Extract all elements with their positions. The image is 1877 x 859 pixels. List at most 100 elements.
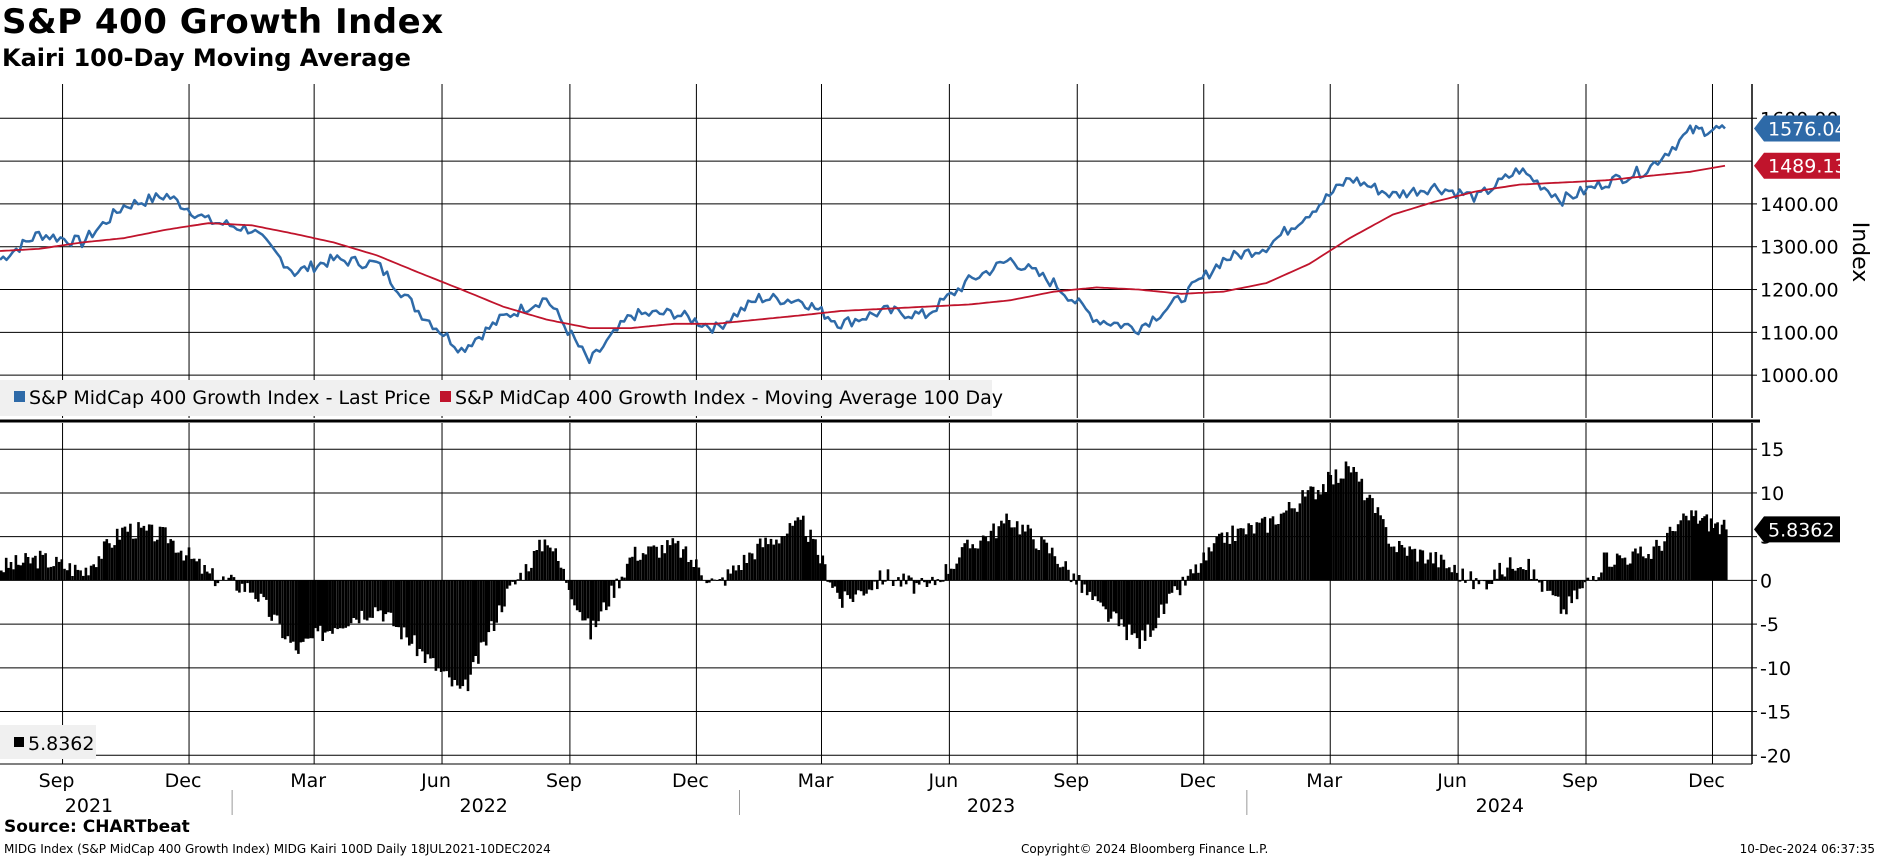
kairi-bar bbox=[1696, 523, 1700, 581]
kairi-bar bbox=[950, 568, 953, 581]
kairi-bar bbox=[26, 557, 30, 581]
kairi-bar bbox=[1674, 531, 1677, 581]
kairi-bar bbox=[477, 580, 480, 664]
kairi-bar bbox=[1133, 580, 1136, 634]
kairi-bar bbox=[63, 568, 66, 581]
kairi-bar bbox=[785, 533, 789, 581]
kairi-last-tag-box bbox=[1754, 516, 1840, 543]
kairi-bar bbox=[682, 549, 685, 581]
legend-swatch-moving-average bbox=[440, 391, 451, 402]
legend-swatch-last-price bbox=[14, 391, 25, 402]
kairi-bar bbox=[97, 556, 101, 581]
kairi-bar bbox=[47, 567, 50, 581]
kairi-bar bbox=[1692, 516, 1695, 581]
kairi-bar bbox=[1618, 555, 1622, 581]
kairi-bar bbox=[1309, 486, 1312, 581]
kairi-bar bbox=[589, 580, 592, 640]
kairi-bar bbox=[997, 526, 1001, 581]
kairi-bar bbox=[527, 571, 530, 581]
kairi-bar bbox=[676, 540, 680, 581]
kairi-bar bbox=[161, 527, 164, 581]
moving-average-tag-label: 1489.13 bbox=[1768, 156, 1847, 178]
kairi-bar bbox=[1091, 580, 1094, 600]
footer-timestamp: 10-Dec-2024 06:37:35 bbox=[1739, 842, 1875, 856]
kairi-bar bbox=[625, 563, 629, 581]
kairi-bar bbox=[1002, 523, 1006, 581]
kairi-bar bbox=[710, 578, 714, 581]
x-tick-label-month: Dec bbox=[1179, 770, 1216, 792]
kairi-bar bbox=[445, 580, 448, 672]
kairi-bar bbox=[1694, 510, 1698, 581]
y-tick-label: -15 bbox=[1760, 702, 1791, 724]
kairi-bar bbox=[100, 558, 103, 581]
kairi-bar bbox=[753, 559, 757, 581]
kairi-bar bbox=[1573, 580, 1576, 591]
kairi-bar bbox=[968, 548, 972, 581]
kairi-bar bbox=[1405, 555, 1409, 581]
kairi-bar bbox=[823, 564, 827, 581]
kairi-bar bbox=[777, 543, 781, 581]
kairi-bar bbox=[584, 580, 587, 621]
kairi-bar bbox=[1250, 525, 1253, 581]
kairi-bar bbox=[769, 538, 773, 581]
kairi-bar bbox=[1398, 541, 1401, 581]
kairi-bar bbox=[1282, 512, 1286, 581]
kairi-bar bbox=[1013, 527, 1016, 581]
kairi-bar bbox=[1698, 520, 1702, 581]
kairi-bar bbox=[831, 580, 834, 588]
source-note: Source: CHARTbeat bbox=[4, 817, 190, 837]
kairi-bar bbox=[1197, 572, 1200, 581]
kairi-bar bbox=[105, 539, 109, 581]
kairi-bar bbox=[1202, 552, 1205, 581]
kairi-bars bbox=[0, 461, 1728, 692]
kairi-bar bbox=[941, 580, 945, 582]
kairi-bar bbox=[1687, 520, 1691, 581]
kairi-bar bbox=[498, 580, 501, 606]
kairi-bar bbox=[71, 576, 74, 581]
kairi-bar bbox=[222, 576, 225, 581]
kairi-bar bbox=[1122, 580, 1126, 627]
kairi-bar bbox=[1450, 572, 1454, 581]
x-tick-label-year: 2024 bbox=[1476, 795, 1524, 815]
last-price-tag-label: 1576.04 bbox=[1768, 119, 1847, 141]
kairi-bar bbox=[1456, 572, 1459, 581]
kairi-bar bbox=[316, 580, 320, 632]
kairi-bar bbox=[532, 551, 536, 581]
legend-swatch-kairi bbox=[14, 737, 24, 747]
kairi-bar bbox=[118, 539, 122, 581]
kairi-bar bbox=[652, 545, 656, 581]
kairi-bar bbox=[565, 580, 568, 583]
kairi-bar bbox=[639, 559, 642, 581]
kairi-bar bbox=[575, 580, 579, 611]
kairi-bar bbox=[1424, 563, 1427, 581]
kairi-bar bbox=[1045, 542, 1049, 581]
kairi-bar bbox=[1228, 543, 1232, 581]
kairi-bar bbox=[809, 529, 812, 581]
kairi-bar bbox=[1005, 513, 1008, 581]
x-tick-label-month: Sep bbox=[39, 770, 75, 792]
kairi-bar bbox=[336, 580, 339, 630]
kairi-bar bbox=[1143, 580, 1147, 641]
kairi-bar bbox=[897, 577, 900, 581]
kairi-bar bbox=[113, 545, 116, 581]
kairi-bar bbox=[1094, 580, 1097, 597]
kairi-bar bbox=[737, 565, 740, 581]
kairi-bar bbox=[666, 540, 669, 581]
kairi-bar bbox=[394, 580, 398, 627]
kairi-bar bbox=[854, 580, 857, 595]
kairi-bar bbox=[281, 580, 284, 639]
kairi-bar bbox=[1567, 580, 1571, 597]
kairi-bar bbox=[108, 543, 111, 581]
kairi-bar bbox=[82, 575, 85, 581]
kairi-bar bbox=[826, 580, 829, 582]
kairi-bar bbox=[423, 580, 427, 663]
kairi-bar bbox=[254, 580, 257, 600]
kairi-bar bbox=[357, 580, 361, 624]
kairi-bar bbox=[933, 580, 937, 586]
kairi-bar bbox=[495, 580, 498, 623]
kairi-bar bbox=[1626, 564, 1629, 581]
kairi-bar bbox=[979, 540, 982, 581]
kairi-bar bbox=[1490, 580, 1494, 584]
kairi-bar bbox=[628, 557, 632, 581]
kairi-bar bbox=[761, 547, 765, 581]
